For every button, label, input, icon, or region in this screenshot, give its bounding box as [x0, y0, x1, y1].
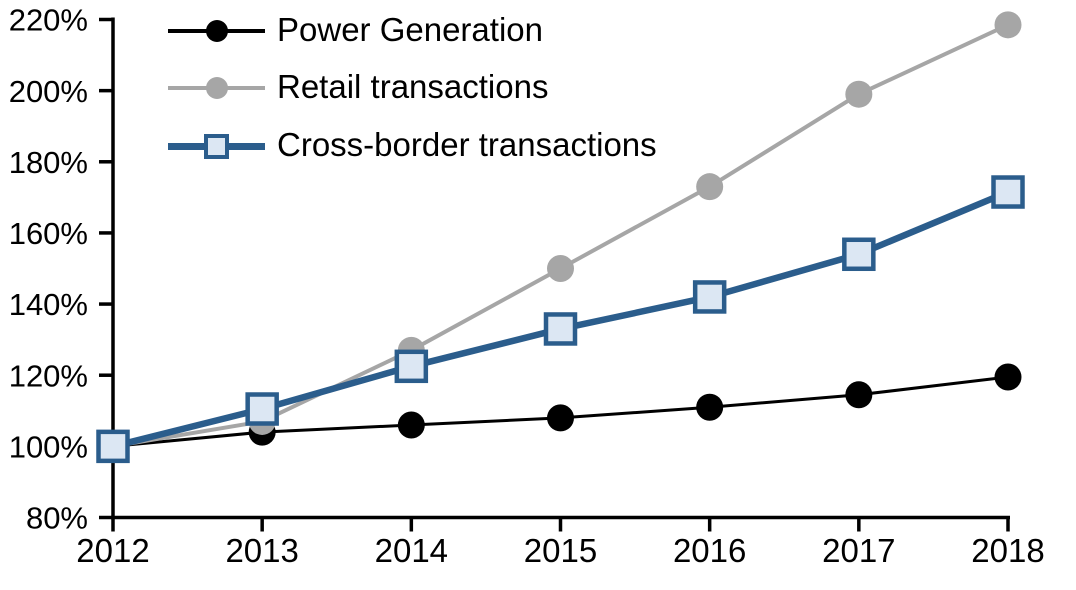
y-tick-label: 140% [9, 287, 88, 322]
data-point-marker [397, 411, 425, 439]
x-tick-label: 2016 [673, 532, 746, 569]
legend-swatch-power-generation [168, 10, 265, 52]
x-tick-label: 2018 [971, 532, 1044, 569]
square-marker-icon [204, 133, 229, 159]
legend-label: Power Generation [277, 11, 543, 48]
y-tick-label: 180% [9, 145, 88, 180]
data-point-marker [96, 429, 130, 464]
y-tick-label: 160% [9, 216, 88, 251]
data-point-marker [696, 173, 724, 201]
data-point-marker [543, 312, 578, 346]
data-point-marker [547, 404, 574, 432]
x-tick-label: 2015 [524, 532, 597, 569]
legend-item-cross-border-transactions: Cross-border transactions [168, 125, 657, 167]
x-tick-label: 2013 [225, 532, 298, 569]
x-tick-label: 2017 [822, 532, 895, 569]
y-tick-label: 220% [9, 3, 88, 38]
y-tick-label: 80% [26, 501, 88, 536]
legend-label: Cross-border transactions [277, 126, 657, 163]
circle-marker-icon [205, 77, 228, 99]
data-point-marker [994, 11, 1022, 39]
data-point-marker [842, 237, 876, 272]
data-point-marker [245, 392, 279, 426]
data-point-marker [394, 349, 429, 384]
y-tick-label: 200% [9, 74, 88, 109]
data-point-marker [547, 255, 574, 282]
data-point-marker [994, 363, 1022, 391]
circle-marker-icon [205, 20, 228, 42]
data-point-marker [845, 381, 873, 409]
legend-item-power-generation: Power Generation [168, 10, 543, 52]
data-point-marker [845, 80, 873, 108]
legend-label: Retail transactions [277, 68, 549, 105]
x-tick-label: 2014 [375, 532, 448, 569]
data-point-marker [696, 393, 724, 421]
legend-swatch-retail-transactions [168, 67, 265, 109]
legend-swatch-cross-border-transactions [168, 125, 265, 167]
data-point-marker [692, 280, 727, 314]
y-tick-label: 100% [9, 430, 88, 465]
x-tick-label: 2012 [76, 532, 149, 569]
legend-item-retail-transactions: Retail transactions [168, 67, 548, 109]
y-tick-label: 120% [9, 358, 88, 393]
data-point-marker [991, 175, 1025, 209]
